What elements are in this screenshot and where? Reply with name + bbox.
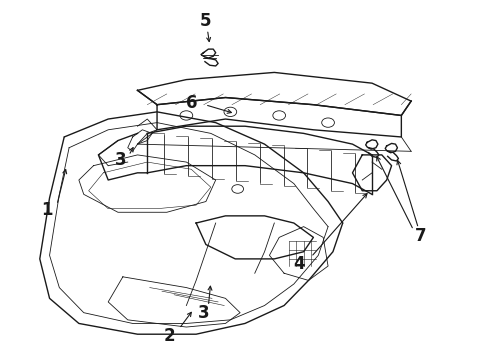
Text: 2: 2 [164, 327, 175, 345]
Text: 4: 4 [293, 255, 305, 273]
Text: 1: 1 [41, 202, 53, 220]
Text: 7: 7 [415, 226, 427, 244]
Text: 3: 3 [197, 304, 209, 322]
Text: 6: 6 [186, 94, 197, 112]
Text: 5: 5 [200, 13, 212, 31]
Text: 3: 3 [115, 151, 126, 169]
